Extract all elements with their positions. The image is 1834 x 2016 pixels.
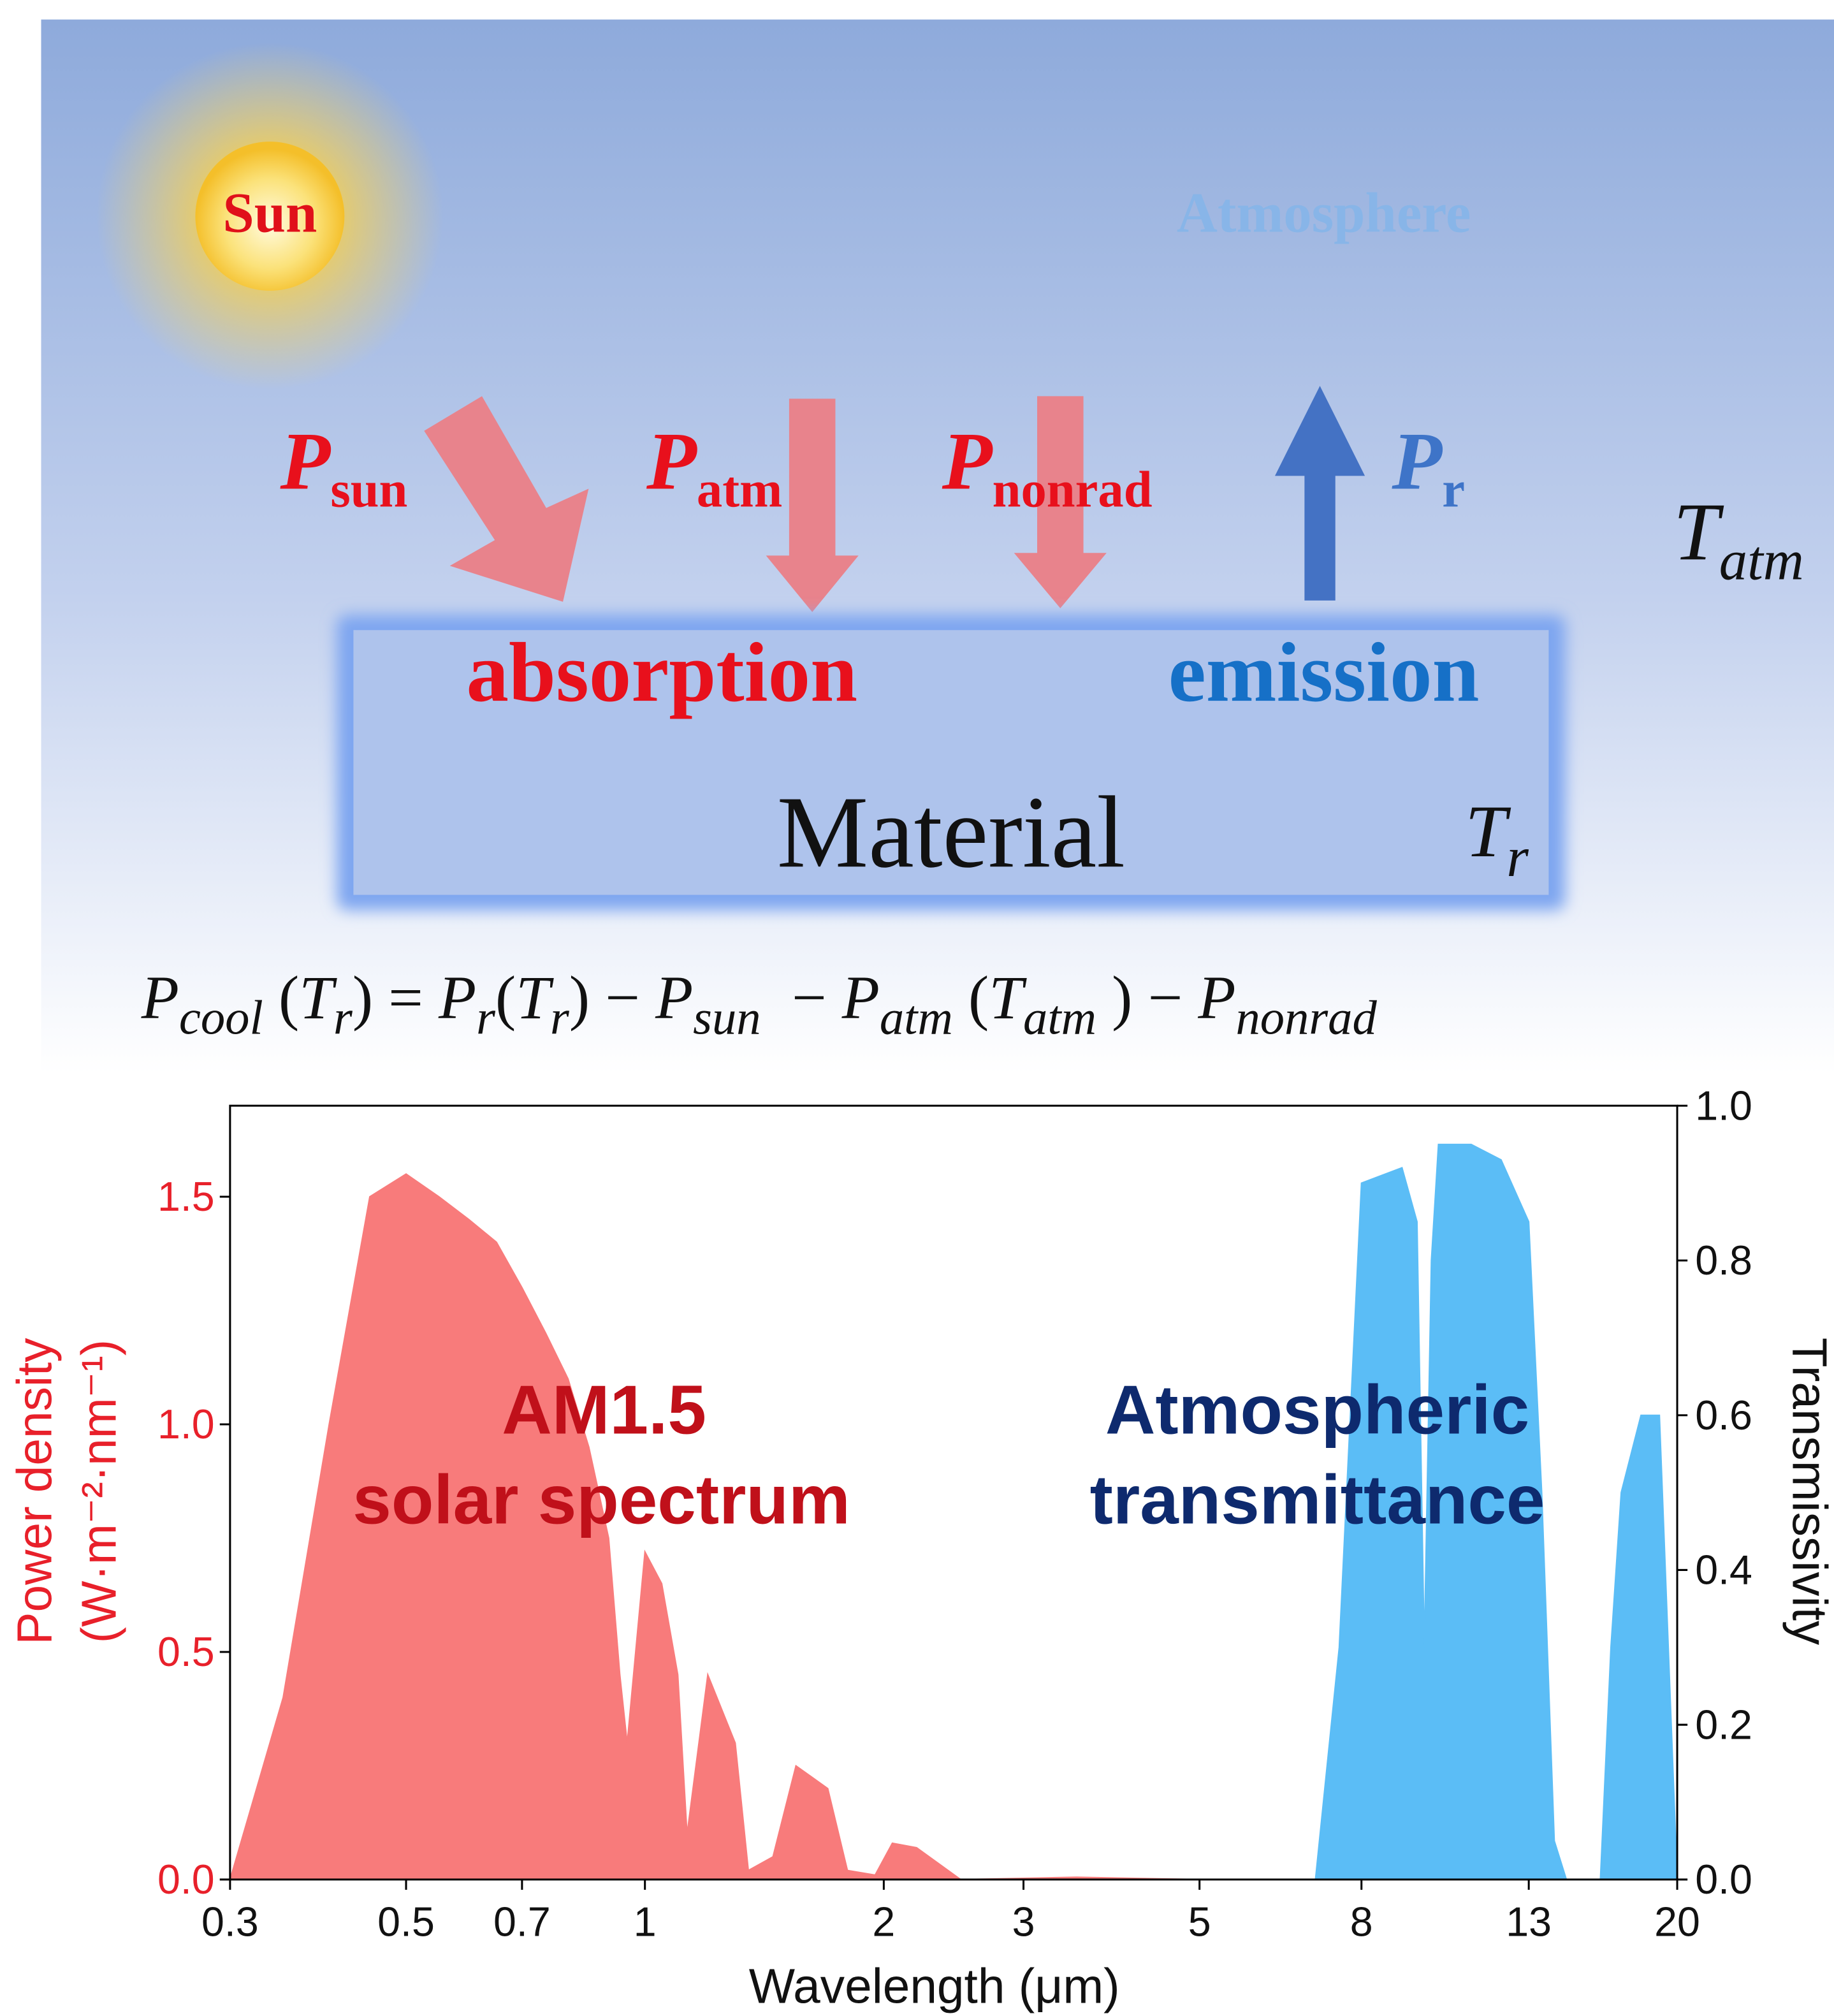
x-tick-label: 8: [1350, 1899, 1373, 1945]
equation-subscript: nonrad: [1235, 990, 1377, 1044]
annotation: AM1.5: [502, 1371, 706, 1449]
sun-label: Sun: [222, 182, 317, 244]
figure: Sun Atmosphere absorption emission Mater…: [0, 0, 1834, 2016]
page: {"diagram": { "sun": "Sun", "atmosphere"…: [0, 0, 1834, 2016]
x-tick-label: 0.3: [201, 1899, 259, 1945]
equation-symbol: T: [989, 963, 1027, 1032]
y2-tick-label: 0.2: [1695, 1702, 1752, 1748]
equation-subscript: r: [476, 990, 496, 1044]
equation-operator: ) −: [1096, 963, 1198, 1032]
annotation: transmittance: [1090, 1461, 1545, 1538]
x-tick-label: 2: [872, 1899, 895, 1945]
equation-symbol: T: [299, 963, 337, 1032]
symbol: T: [1673, 486, 1724, 577]
y-axis-label: Power density: [8, 1338, 62, 1645]
equation-subscript: atm: [1023, 990, 1096, 1044]
subscript: r: [1506, 826, 1529, 889]
equation-subscript: r: [550, 990, 570, 1044]
equation-symbol: P: [141, 963, 179, 1032]
y-axis-label: (W·m⁻²·nm⁻¹): [72, 1340, 126, 1643]
symbol: P: [942, 415, 993, 506]
x-axis-label: Wavelength (μm): [749, 1959, 1120, 2013]
x-tick-label: 5: [1188, 1899, 1211, 1945]
equation-operator: ) =: [353, 963, 439, 1032]
subscript: r: [1442, 462, 1465, 518]
y2-axis-label: Transmissivity: [1782, 1338, 1834, 1646]
atmosphere-label: Atmosphere: [1177, 182, 1471, 244]
equation-operator: (: [953, 963, 989, 1032]
symbol: P: [280, 415, 331, 506]
equation-symbol: P: [655, 963, 693, 1032]
annotation: solar spectrum: [353, 1461, 850, 1538]
x-tick-label: 0.7: [493, 1899, 551, 1945]
y-tick-label: 0.0: [157, 1857, 215, 1903]
symbol: T: [1465, 791, 1511, 873]
material-label: Material: [777, 775, 1125, 889]
y2-tick-label: 0.0: [1695, 1857, 1752, 1903]
x-tick-label: 3: [1012, 1899, 1035, 1945]
y-tick-label: 0.5: [157, 1629, 215, 1675]
equation-subscript: cool: [179, 990, 263, 1044]
x-tick-label: 13: [1506, 1899, 1552, 1945]
equation-symbol: P: [841, 963, 880, 1032]
equation-symbol: P: [1197, 963, 1235, 1032]
symbol: P: [1391, 415, 1443, 506]
y2-tick-label: 0.4: [1695, 1547, 1752, 1593]
absorption-label: absorption: [466, 625, 857, 719]
equation-subscript: r: [333, 990, 353, 1044]
subscript: nonrad: [993, 462, 1153, 518]
subscript: atm: [1719, 529, 1804, 592]
x-tick-label: 20: [1654, 1899, 1700, 1945]
subscript: atm: [697, 462, 782, 518]
y2-tick-label: 0.8: [1695, 1238, 1752, 1283]
y-tick-label: 1.5: [157, 1174, 215, 1220]
symbol: P: [646, 415, 697, 506]
equation-operator: −: [761, 963, 842, 1032]
equation-symbol: T: [516, 963, 554, 1032]
annotation: Atmospheric: [1105, 1371, 1529, 1449]
equation-operator: ) −: [569, 963, 655, 1032]
x-tick-label: 1: [634, 1899, 657, 1945]
equation-operator: (: [495, 963, 516, 1032]
equation-operator: (: [263, 963, 299, 1032]
emission-label: emission: [1168, 625, 1480, 719]
y2-tick-label: 1.0: [1695, 1083, 1752, 1129]
y-tick-label: 1.0: [157, 1401, 215, 1447]
x-tick-label: 0.5: [377, 1899, 435, 1945]
y2-tick-label: 0.6: [1695, 1392, 1752, 1438]
equation-symbol: P: [438, 963, 476, 1032]
subscript: sun: [330, 462, 407, 518]
equation-subscript: sun: [693, 990, 761, 1044]
equation-subscript: atm: [880, 990, 953, 1044]
